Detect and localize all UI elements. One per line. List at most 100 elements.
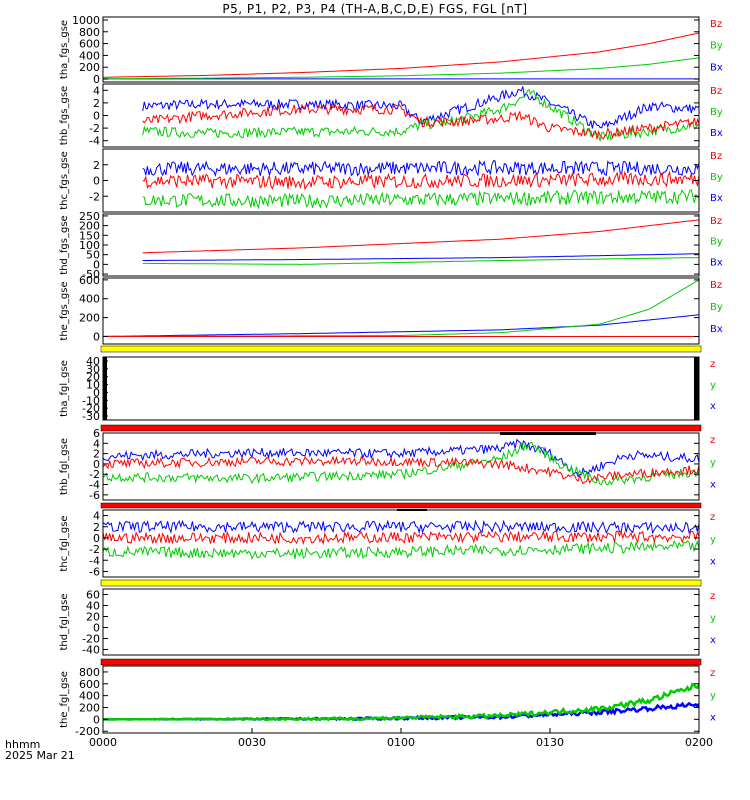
y-tick-label: 200	[79, 702, 100, 715]
legend-entry: y	[710, 690, 716, 701]
y-tick-label: 0	[93, 713, 100, 726]
y-tick-label: 40	[86, 355, 100, 368]
y-tick-label: 0	[93, 458, 100, 471]
y-tick-label: -50	[82, 268, 100, 281]
legend-entry: z	[710, 435, 715, 446]
y-tick-label: -6	[89, 565, 100, 578]
y-axis-label: the_fgs_gse	[59, 281, 70, 340]
y-tick-label: 400	[79, 690, 100, 703]
series-line-Bx	[142, 253, 699, 261]
y-tick-label: 1000	[72, 14, 100, 27]
legend-entry: Bx	[710, 324, 723, 335]
legend-entry: z	[710, 359, 715, 370]
y-tick-label: 30	[86, 363, 100, 376]
legend-entry: Bx	[710, 193, 723, 204]
y-tick-label: 0	[93, 532, 100, 545]
series-line-By	[103, 539, 699, 561]
y-tick-label: 200	[79, 61, 100, 74]
data-edge-left	[103, 357, 107, 420]
legend-entry: Bx	[710, 128, 723, 139]
y-tick-label: -4	[89, 135, 100, 148]
series-group	[142, 219, 699, 265]
y-tick-label: 0	[93, 175, 100, 188]
series-line-Bz	[103, 529, 699, 546]
y-axis-label: thd_fgs_gse	[59, 215, 70, 274]
legend-entry: Bz	[710, 216, 722, 227]
y-tick-label: -6	[89, 489, 100, 502]
y-tick-label: 2	[93, 521, 100, 534]
legend-entry: x	[710, 480, 716, 491]
chart-title: P5, P1, P2, P3, P4 (TH-A,B,C,D,E) FGS, F…	[222, 2, 528, 16]
series-line-Bx	[142, 159, 699, 177]
y-axis-label: thb_fgs_gse	[59, 86, 70, 145]
y-tick-label: 400	[79, 293, 100, 306]
panel-frame	[102, 16, 700, 83]
y-tick-label: -20	[82, 633, 100, 646]
series-line-Bx	[103, 314, 699, 337]
footer-hhmm: hhmm	[5, 738, 40, 751]
legend-entry: By	[710, 107, 723, 118]
legend-entry: Bx	[710, 62, 723, 73]
status-bar	[100, 345, 702, 353]
y-axis-label: tha_fgs_gse	[59, 20, 70, 79]
y-tick-label: -2	[89, 122, 100, 135]
series-line-By	[142, 189, 699, 210]
y-tick-label: -30	[82, 410, 100, 423]
legend-entry: z	[710, 591, 715, 602]
y-axis-label: thd_fgl_gse	[59, 594, 70, 651]
legend-entry: By	[710, 302, 723, 313]
x-axis: 0000 0030 0100 0130 0200	[89, 728, 713, 749]
y-tick-label: 20	[86, 611, 100, 624]
panel-frame	[102, 509, 700, 578]
legend-entry: By	[710, 41, 723, 52]
series-line-By	[103, 279, 699, 337]
y-tick-label: 40	[86, 600, 100, 613]
y-tick-label: 4	[93, 84, 100, 97]
y-tick-label: 50	[86, 249, 100, 262]
y-axis-label: tha_fgl_gse	[59, 360, 70, 417]
y-tick-label: 200	[79, 312, 100, 325]
y-tick-label: 0	[93, 73, 100, 86]
y-tick-label: -10	[82, 394, 100, 407]
y-tick-label: -4	[89, 554, 100, 567]
series-line-By	[103, 57, 699, 80]
series-line-Bz	[142, 103, 699, 140]
legend-entry: x	[710, 713, 716, 724]
panel-frame	[102, 356, 700, 421]
panel-frame	[102, 432, 700, 501]
y-tick-label: 20	[86, 371, 100, 384]
y-tick-label: 6	[93, 427, 100, 440]
legend-entry: Bx	[710, 257, 723, 268]
y-tick-label: 0	[93, 110, 100, 123]
legend-entry: x	[710, 635, 716, 646]
y-tick-label: 600	[79, 38, 100, 51]
legend-entry: By	[710, 237, 723, 248]
status-bar	[100, 658, 702, 666]
status-bar	[100, 579, 702, 587]
y-tick-label: 100	[79, 239, 100, 252]
x-tick-label: 0030	[238, 736, 266, 749]
series-line-By	[142, 257, 699, 265]
footer-date: 2025 Mar 21	[5, 749, 75, 762]
y-tick-label: 0	[93, 622, 100, 635]
y-tick-label: 0	[93, 330, 100, 343]
series-group	[103, 32, 699, 80]
series-line-Bz	[103, 455, 699, 485]
series-line-Bz	[103, 32, 699, 78]
y-tick-label: 2	[93, 159, 100, 172]
legend-entry: y	[710, 457, 716, 468]
x-tick-label: 0130	[536, 736, 564, 749]
panel-frame	[102, 588, 700, 656]
series-line-Bx	[103, 519, 699, 535]
panel-thc_fgs_gse: 2 0 -2 thc_fgs_gse Bz By Bx	[59, 148, 723, 213]
x-tick-label: 0000	[89, 736, 117, 749]
legend-entry: By	[710, 172, 723, 183]
y-tick-label: 250	[79, 210, 100, 223]
